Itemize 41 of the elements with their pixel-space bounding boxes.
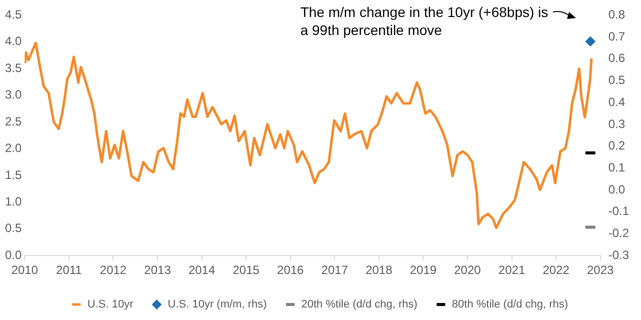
x-tick-label: 2010 [11,263,38,278]
x-tick-label: 2020 [454,263,482,278]
x-tick-label: 2023 [586,263,614,278]
x-tick-label: 2013 [144,263,172,278]
y-tick-label: 4.0 [4,34,22,48]
x-tick-label: 2021 [498,263,526,278]
y2-tick-label: 0.7 [608,29,626,44]
annotation: The m/m change in the 10yr (+68bps) is a 99th percentile move [300,4,548,38]
legend-label: U.S. 10yr (m/m, rhs) [168,298,267,311]
legend-label: 20th %tile (d/d chg, rhs) [301,298,418,311]
x-tick-label: 2016 [277,263,304,278]
y-tick-label: 2.0 [4,141,22,156]
x-tick-label: 2011 [56,263,82,278]
y2-tick-label: 0.3 [608,116,626,131]
y2-tick-label: 0.1 [608,160,626,174]
y-tick-label: 2.5 [4,114,22,128]
y2-tick-label: 0.8 [608,8,626,22]
x-tick-label: 2017 [321,263,348,278]
y2-tick-label: 0.4 [608,94,626,109]
x-tick-label: 2018 [366,263,393,278]
y2-tick-label: 0.0 [608,182,626,196]
x-tick-label: 2015 [232,263,260,278]
y2-tick-label: 0.6 [608,51,626,66]
x-tick-label: 2012 [100,263,127,278]
y-tick-label: 3.5 [4,60,22,75]
x-tick-label: 2014 [188,263,216,278]
y2-tick-label: -0.3 [608,248,630,262]
y-tick-label: 1.5 [4,168,22,182]
y2-tick-label: -0.1 [608,204,630,218]
legend-label: U.S. 10yr [87,298,134,311]
y-tick-label: 3.0 [4,88,22,102]
y-tick-label: 0.0 [4,248,22,262]
y-tick-label: 4.5 [4,8,22,22]
y2-tick-label: 0.2 [608,138,626,153]
x-tick-label: 2019 [410,263,437,278]
y-tick-label: 1.0 [4,194,22,208]
x-tick-label: 2022 [542,263,570,278]
legend-label: 80th %tile (d/d chg, rhs) [452,298,568,311]
y2-tick-label: -0.2 [608,226,630,240]
y2-tick-label: 0.5 [608,73,626,88]
y-tick-label: 0.5 [4,221,22,236]
